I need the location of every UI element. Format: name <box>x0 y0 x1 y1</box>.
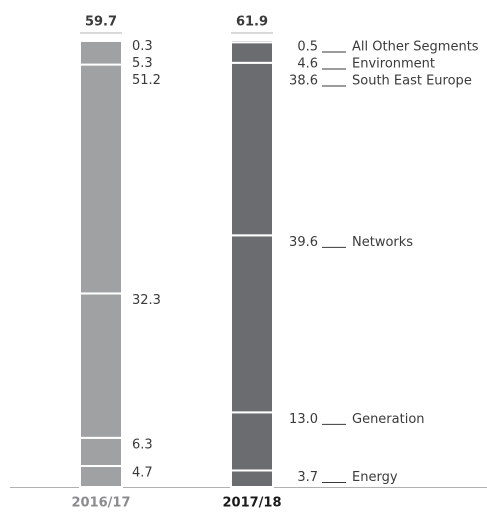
segment-name: Networks <box>352 235 413 250</box>
segment-name: Generation <box>352 412 425 427</box>
bar-segment <box>230 234 274 414</box>
bar-segment <box>79 464 123 488</box>
value-label: 3.7 <box>297 470 318 485</box>
bar-segment <box>79 39 123 66</box>
segment-name: All Other Segments <box>352 40 479 55</box>
value-label: 5.3 <box>132 56 153 71</box>
category-label: 2017/18 <box>222 496 281 511</box>
value-label: 0.5 <box>297 40 318 55</box>
bar-segment <box>79 436 123 467</box>
segment-name: South East Europe <box>352 74 472 89</box>
bar-segment <box>230 469 274 488</box>
value-label: 6.3 <box>132 437 153 452</box>
value-label: 0.3 <box>132 39 153 54</box>
value-label: 4.7 <box>132 465 153 480</box>
bar-segment <box>79 38 123 42</box>
value-label: 4.6 <box>297 57 318 72</box>
bar-segment <box>230 39 274 44</box>
bar-segment <box>230 41 274 64</box>
category-label: 2016/17 <box>71 496 130 511</box>
segment-name: Environment <box>352 57 435 72</box>
bar-segment <box>230 61 274 237</box>
value-label: 39.6 <box>289 235 318 250</box>
total-label: 61.9 <box>236 15 268 30</box>
bar-segment <box>79 63 123 295</box>
value-label: 38.6 <box>289 74 318 89</box>
bar-segment <box>79 292 123 439</box>
value-label: 32.3 <box>132 293 161 308</box>
value-label: 13.0 <box>289 412 318 427</box>
value-label: 51.2 <box>132 73 161 88</box>
bar-segment <box>230 411 274 472</box>
total-label: 59.7 <box>85 15 117 30</box>
segment-name: Energy <box>352 470 398 485</box>
